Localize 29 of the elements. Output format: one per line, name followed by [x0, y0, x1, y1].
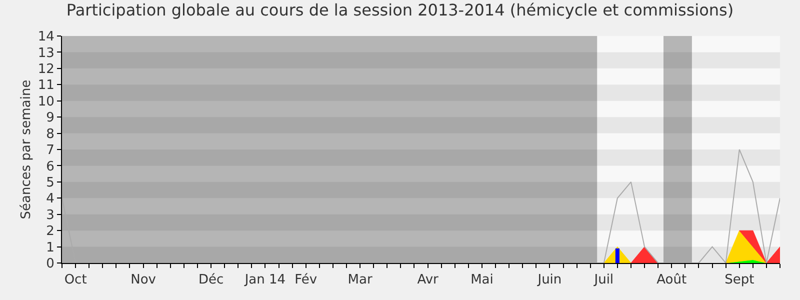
y-tick-label: 8 [46, 126, 54, 142]
y-tick-label: 13 [38, 46, 54, 61]
y-tick-label: 1 [46, 240, 54, 256]
x-tick-label: Juin [536, 272, 562, 288]
y-tick-label: 5 [46, 175, 54, 190]
y-tick-label: 6 [46, 159, 54, 174]
y-tick-label: 11 [38, 78, 54, 94]
y-tick-label: 9 [46, 110, 54, 126]
x-tick-label: Oct [64, 272, 87, 288]
x-tick-label: Sept [724, 272, 754, 288]
y-tick-label: 12 [38, 62, 54, 77]
y-tick-label: 10 [38, 94, 54, 110]
x-tick-label: Avr [417, 272, 440, 288]
x-tick-label: Mai [470, 272, 494, 288]
chart-title: Participation globale au cours de la session 2013-2014 (hémicycle et commissions) [66, 0, 734, 20]
x-tick-label: Déc [198, 272, 224, 288]
y-tick-label: 2 [46, 224, 54, 240]
x-tick-label: Nov [130, 272, 156, 288]
x-tick-label: Juil [593, 272, 614, 288]
x-tick-label: Jan 14 [244, 272, 286, 288]
x-tick-label: Mar [348, 272, 373, 288]
y-tick-label: 14 [38, 30, 54, 45]
y-tick-label: 7 [46, 143, 54, 158]
x-tick-label: Août [656, 272, 687, 288]
y-axis-title: Séances par semaine [18, 80, 34, 220]
x-tick-label: Fév [294, 272, 318, 288]
y-tick-label: 4 [46, 192, 54, 207]
y-tick-label: 0 [46, 256, 54, 272]
y-tick-label: 3 [46, 208, 54, 223]
